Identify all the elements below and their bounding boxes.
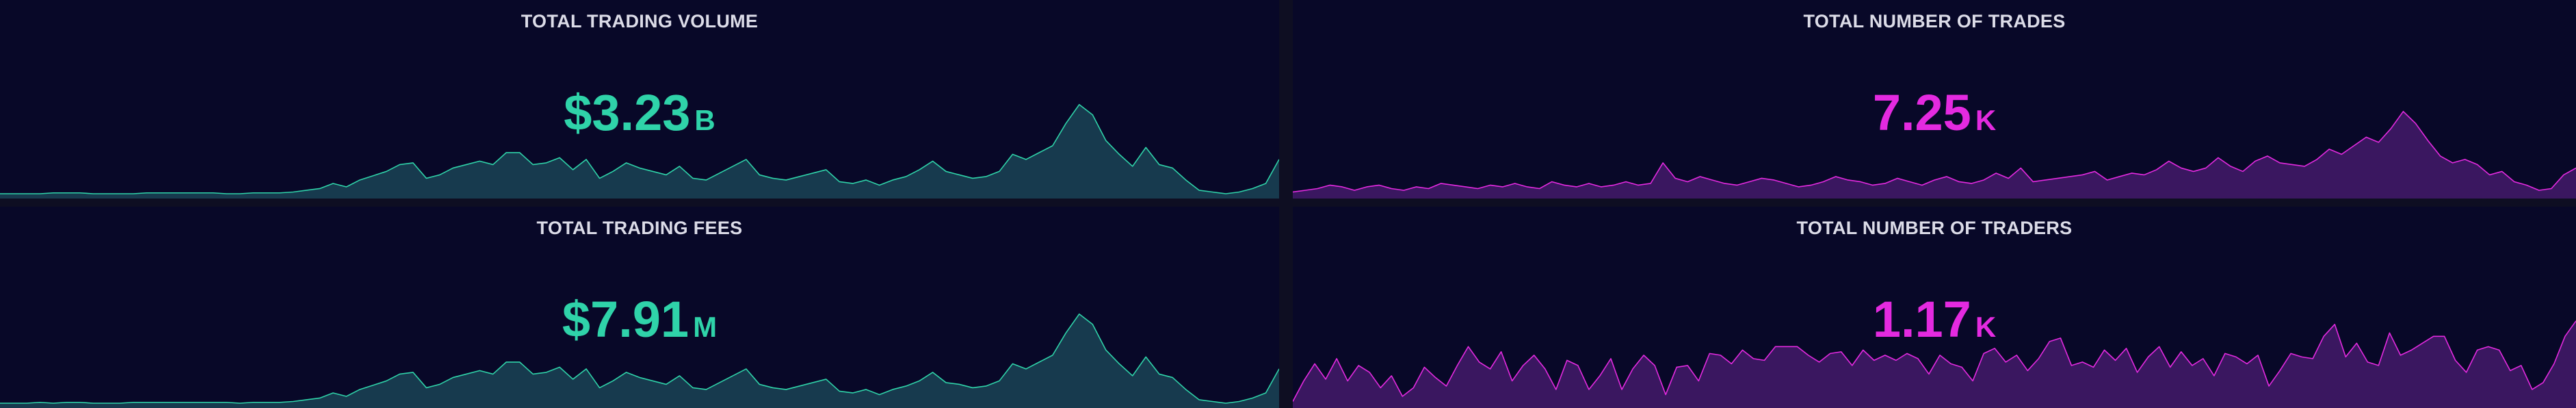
stat-value: $7.91 M (0, 294, 1279, 345)
fees-panel: TOTAL TRADING FEES $7.91 M (0, 207, 1279, 408)
stat-number: $3.23 (564, 84, 691, 141)
trades-panel: TOTAL NUMBER OF TRADES 7.25 K (1293, 0, 2576, 199)
sparkline-chart (1293, 96, 2576, 199)
stat-unit: K (1975, 104, 1997, 136)
sparkline-line (1293, 112, 2576, 192)
stat-number: $7.91 (562, 291, 689, 348)
stat-number: 1.17 (1872, 291, 1971, 348)
traders-panel: TOTAL NUMBER OF TRADERS 1.17 K (1293, 207, 2576, 408)
panel-title: TOTAL TRADING VOLUME (521, 11, 759, 31)
stat-number: 7.25 (1872, 84, 1971, 141)
stat-value: $3.23 B (0, 88, 1279, 138)
volume-panel: TOTAL TRADING VOLUME $3.23 B (0, 0, 1279, 199)
sparkline-area (1293, 111, 2576, 199)
stat-unit: M (693, 311, 718, 343)
sparkline-line (0, 105, 1279, 194)
panel-title: TOTAL NUMBER OF TRADERS (1796, 218, 2073, 238)
panel-title: TOTAL TRADING FEES (536, 218, 743, 238)
sparkline-area (0, 314, 1279, 408)
sparkline-line (0, 314, 1279, 403)
stat-unit: K (1975, 311, 1997, 343)
panel-title: TOTAL NUMBER OF TRADES (1803, 11, 2066, 31)
sparkline-line (1293, 321, 2576, 402)
sparkline-chart (1293, 305, 2576, 408)
sparkline-chart (0, 96, 1279, 199)
sparkline-area (1293, 320, 2576, 408)
stat-value: 7.25 K (1293, 88, 2576, 138)
stat-value: 1.17 K (1293, 294, 2576, 345)
sparkline-area (0, 104, 1279, 199)
sparkline-chart (0, 305, 1279, 408)
stat-unit: B (694, 104, 715, 136)
